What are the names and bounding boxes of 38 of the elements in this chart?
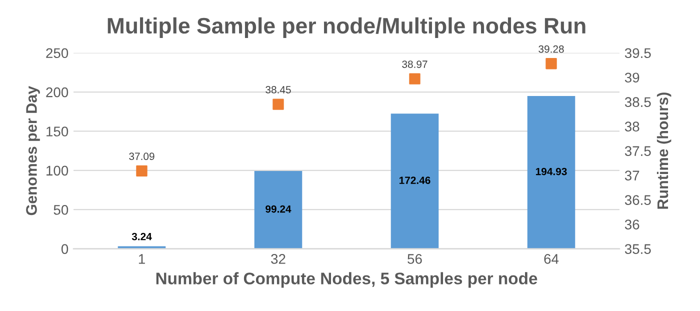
data-label: 38.45 [266, 86, 291, 94]
y-tick-label: 250 [46, 48, 68, 58]
chart-title: Multiple Sample per node/Multiple nodes Run [108, 17, 586, 38]
data-label: 38.97 [402, 60, 428, 68]
x-tick-label: 56 [408, 254, 422, 264]
data-label: 3.24 [132, 232, 152, 240]
x-tick-label: 32 [271, 254, 286, 264]
y2-axis-title: Runtime (hours) [656, 92, 672, 209]
bar [254, 171, 302, 249]
y2-tick-label: 37.5 [624, 146, 651, 156]
y-axis-title: Genomes per Day [26, 86, 40, 216]
y2-tick-label: 38.5 [624, 97, 651, 108]
point [136, 165, 148, 177]
point [409, 73, 420, 84]
point [272, 98, 284, 110]
y2-tick-label: 39.5 [624, 48, 651, 58]
data-label: 172.46 [399, 176, 430, 184]
point [546, 58, 557, 70]
y2-tick-label: 35.5 [624, 244, 651, 254]
y-tick-label: 50 [54, 204, 68, 215]
y2-tick-label: 38 [624, 122, 640, 132]
x-tick-label: 1 [138, 254, 145, 264]
data-label: 194.93 [536, 168, 567, 176]
y-tick-label: 0 [61, 244, 68, 254]
data-label: 99.24 [266, 205, 292, 213]
data-label: 39.28 [538, 45, 564, 53]
y2-tick-label: 36.5 [624, 195, 651, 205]
bar [527, 96, 576, 249]
x-tick-label: 64 [544, 254, 559, 264]
data-label: 37.09 [129, 152, 154, 160]
y-tick-label: 200 [46, 87, 68, 98]
y2-tick-label: 37 [624, 170, 640, 180]
bar [390, 114, 439, 249]
x-axis-title: Number of Compute Nodes, 5 Samples per node [156, 272, 538, 288]
y-tick-label: 150 [46, 126, 68, 136]
y-tick-label: 100 [46, 166, 68, 176]
y2-tick-label: 39 [624, 72, 640, 83]
y2-tick-label: 36 [624, 220, 640, 230]
